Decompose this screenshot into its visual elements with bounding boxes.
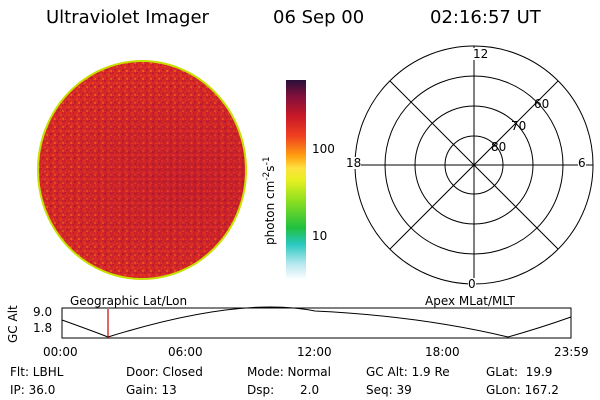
seq-info: Seq: 39 (366, 383, 412, 397)
colorbar-tick-100: 100 (312, 142, 335, 156)
dsp-value: 2.0 (300, 383, 320, 397)
dsp-label: Dsp: (247, 383, 275, 397)
uv-image (38, 61, 246, 279)
lat-label-60: 60 (534, 97, 550, 111)
instrument-title: Ultraviolet Imager (46, 7, 209, 28)
colorbar-tick-10: 10 (312, 229, 328, 243)
orbit-ytick-low: 1.8 (33, 321, 53, 335)
mlt-label-18: 18 (346, 156, 362, 170)
gc-alt-info: GC Alt: 1.9 Re (366, 365, 450, 379)
mode-info: Mode: Normal (247, 365, 331, 379)
orbit-altitude-curve (61, 306, 572, 338)
lat-label-80: 80 (491, 140, 507, 154)
date-label: 06 Sep 00 (273, 7, 365, 28)
orbit-right-label: Apex MLat/MLT (425, 294, 515, 308)
orbit-xtick-0000: 00:00 (43, 345, 78, 359)
mlt-label-6: 6 (578, 156, 586, 170)
color-bar (286, 80, 306, 280)
orbit-frame (61, 307, 572, 339)
orbit-xtick-1800: 18:00 (425, 345, 460, 359)
orbit-xtick-1200: 12:00 (297, 345, 332, 359)
orbit-left-label: Geographic Lat/Lon (70, 294, 188, 308)
orbit-xtick-0600: 06:00 (168, 345, 203, 359)
orbit-ytick-high: 9.0 (33, 305, 53, 319)
mlt-label-12: 12 (473, 47, 489, 61)
orbit-xtick-2359: 23:59 (554, 345, 589, 359)
filter-info: Flt: LBHL (10, 365, 64, 379)
gain-info: Gain: 13 (126, 383, 177, 397)
ip-info: IP: 36.0 (10, 383, 56, 397)
glat-info: GLat: 19.9 (486, 365, 553, 379)
lat-label-70: 70 (511, 119, 527, 133)
earth-limb (37, 60, 247, 280)
mlt-label-0: 0 (468, 277, 476, 291)
glon-info: GLon: 167.2 (486, 383, 559, 397)
time-label: 02:16:57 UT (430, 7, 541, 28)
door-info: Door: Closed (126, 365, 203, 379)
